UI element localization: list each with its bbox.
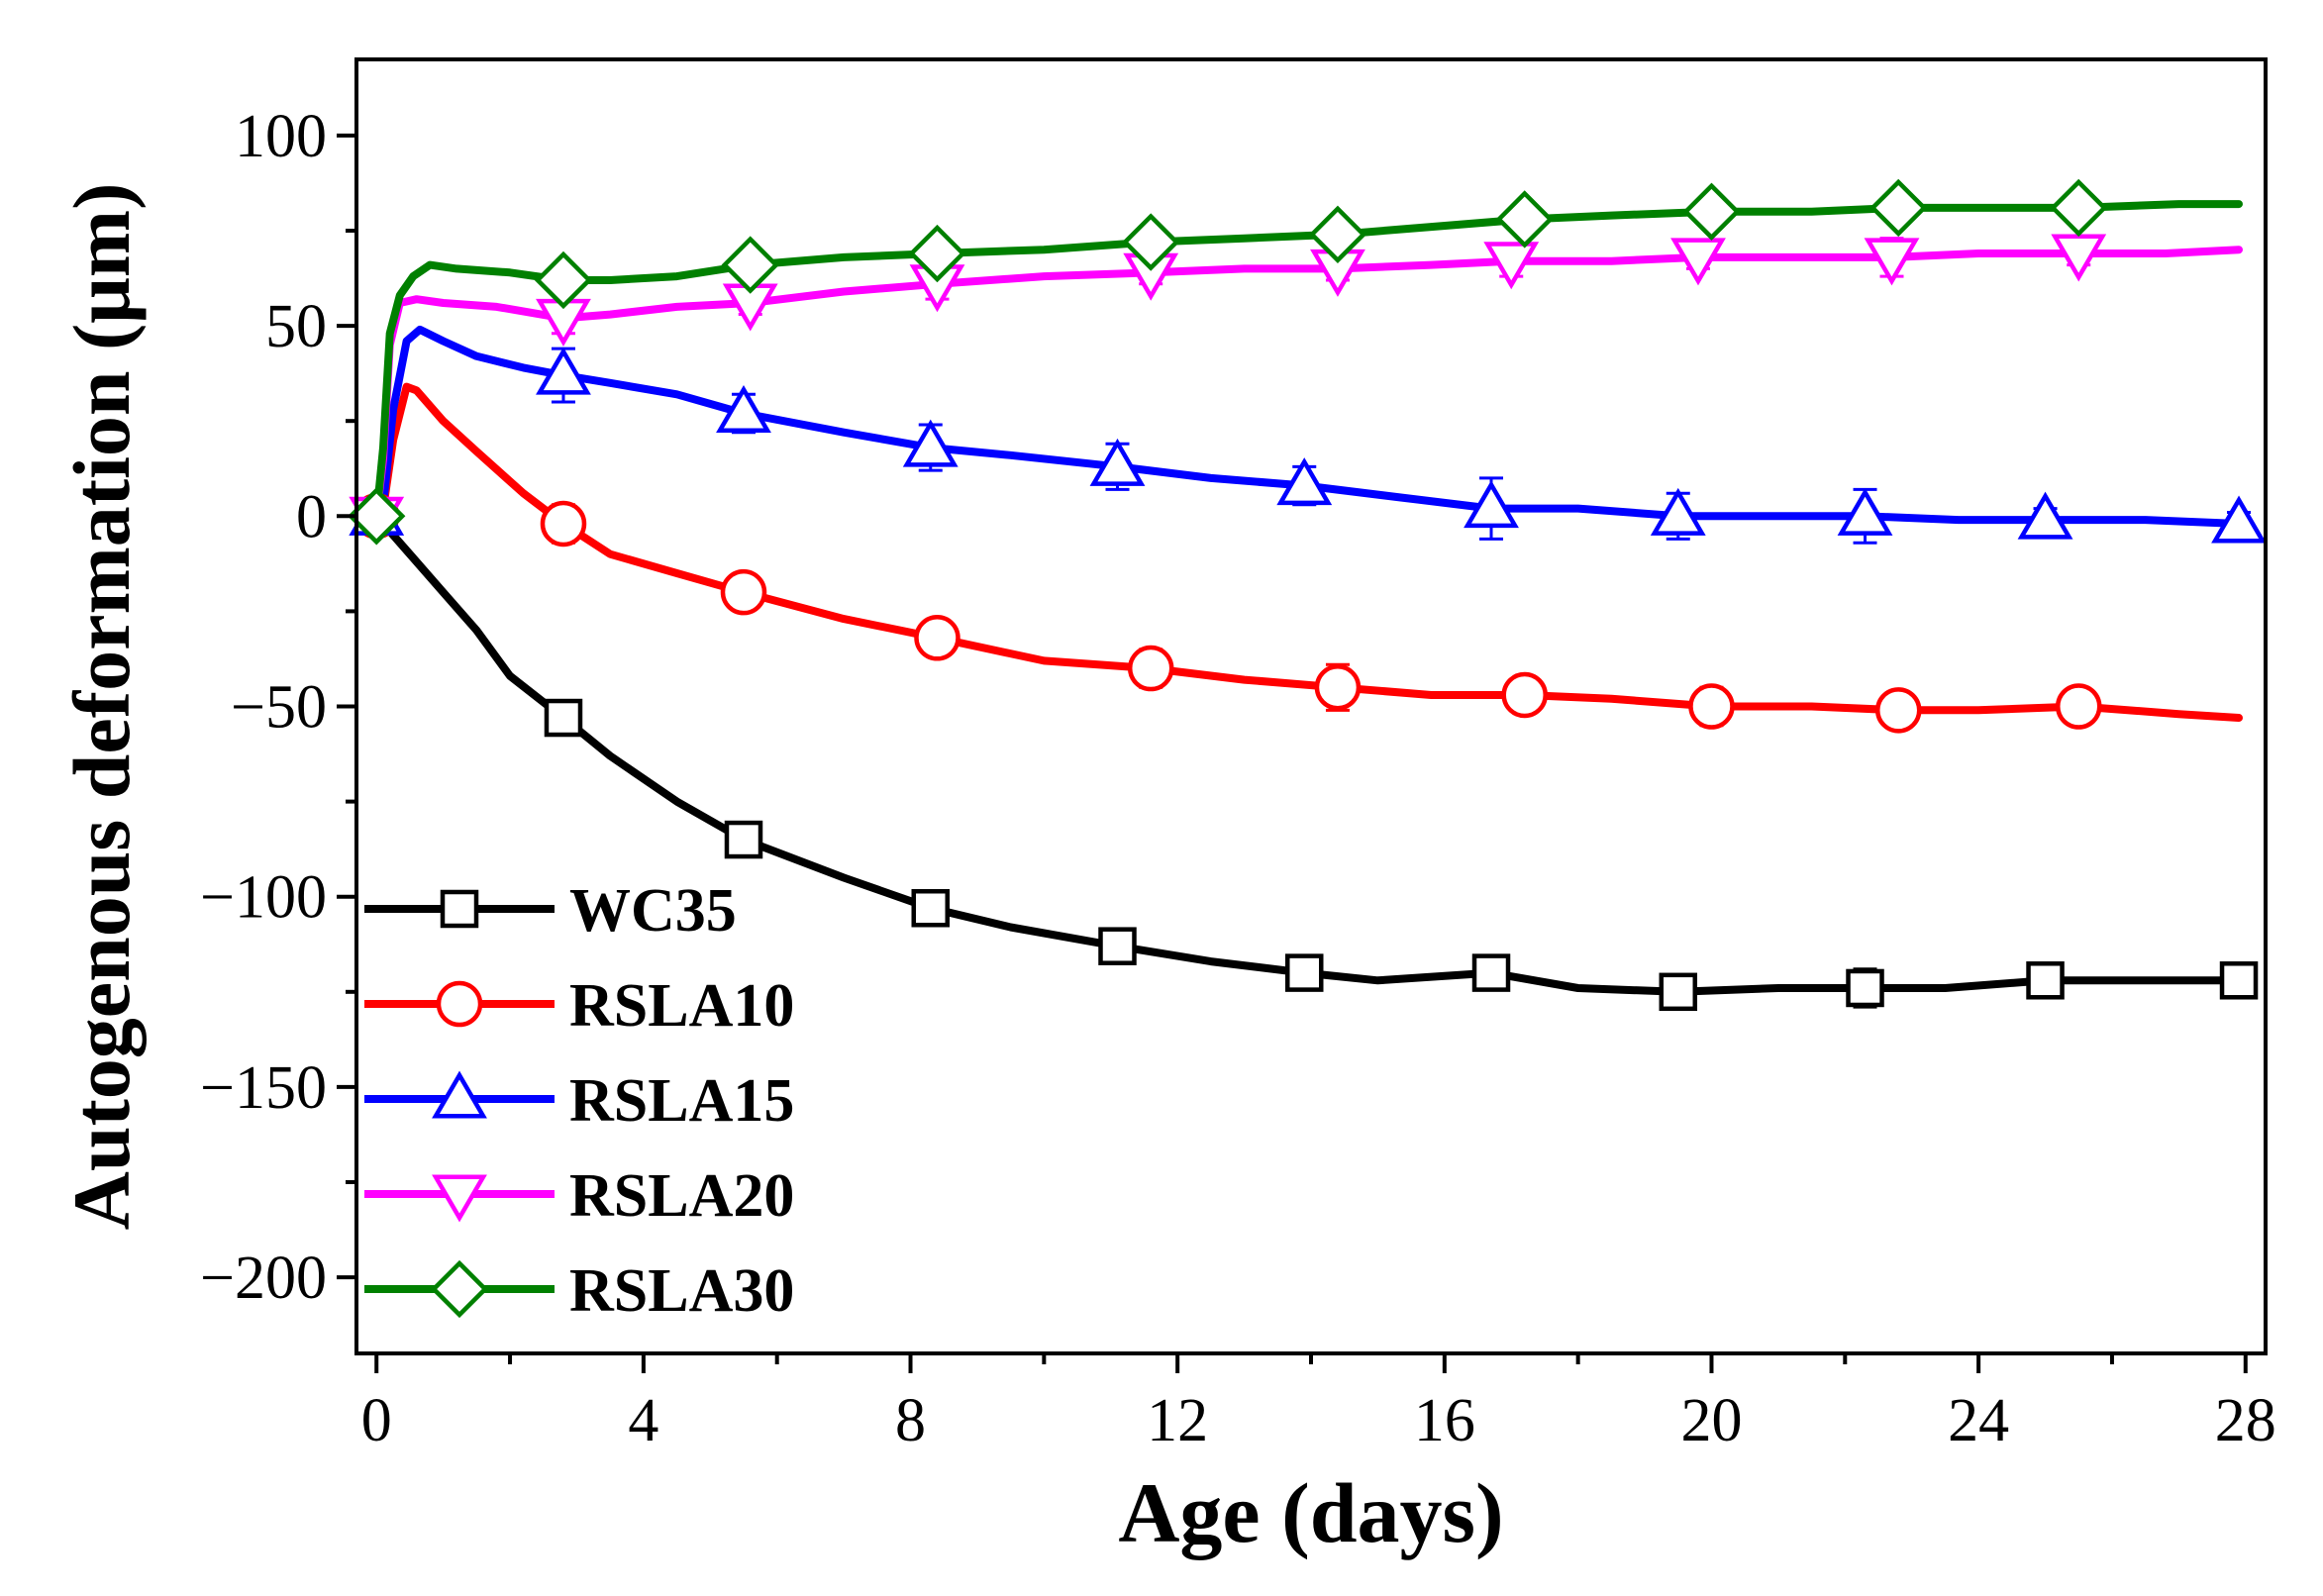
diamond-marker (1869, 178, 1928, 238)
y-tick-label: 50 (265, 293, 327, 360)
triangle-down-marker (1670, 238, 1726, 286)
legend-label: RSLA10 (569, 972, 794, 1040)
x-tick-label: 28 (2215, 1387, 2276, 1454)
circle-marker (1874, 687, 1922, 734)
diamond-marker (908, 224, 966, 283)
markers-rsla15 (349, 347, 2267, 545)
triangle-down-marker (432, 1174, 487, 1223)
circle-marker (914, 615, 960, 661)
square-marker (1471, 953, 1511, 992)
square-marker (1098, 927, 1137, 965)
series-line-rsla15 (372, 325, 2243, 528)
diamond-marker (1495, 190, 1554, 249)
triangle-down-marker (1864, 238, 1920, 286)
x-tick-label: 16 (1414, 1387, 1475, 1454)
square-marker (1846, 968, 1884, 1008)
series-line-rsla30 (372, 200, 2243, 521)
triangle-up-marker (902, 419, 959, 467)
square-marker (724, 820, 763, 859)
triangle-up-marker (716, 385, 771, 434)
square-marker (440, 889, 479, 929)
series-line-rsla20 (372, 246, 2243, 521)
triangle-up-marker (536, 347, 591, 395)
y-tick-label: −100 (200, 864, 327, 932)
circle-marker (2055, 683, 2102, 730)
y-axis-title: Autogenous deformation (μm) (56, 183, 147, 1231)
diamond-marker (534, 250, 593, 310)
diamond-marker (430, 1259, 489, 1319)
series-line-rsla10 (372, 382, 2243, 722)
x-axis-title: Age (days) (1118, 1465, 1503, 1560)
y-tick-label: −200 (200, 1245, 327, 1312)
triangle-down-marker (1483, 242, 1540, 290)
triangle-up-marker (1650, 487, 1706, 536)
triangle-up-marker (1837, 487, 1893, 536)
legend-item-rsla20: RSLA20 (364, 1162, 794, 1230)
legend-label: WC35 (569, 877, 737, 945)
x-tick-label: 4 (628, 1387, 658, 1454)
triangle-up-marker (1276, 457, 1333, 506)
legend-item-rsla15: RSLA15 (364, 1067, 794, 1135)
triangle-up-marker (2017, 491, 2073, 540)
x-tick-label: 24 (1948, 1387, 2009, 1454)
x-tick-label: 8 (895, 1387, 926, 1454)
series-markers (348, 178, 2267, 1012)
circle-marker (436, 980, 483, 1028)
legend-label: RSLA20 (569, 1162, 794, 1230)
square-marker (2219, 961, 2259, 1000)
y-tick-label: −50 (231, 674, 327, 742)
y-tick-label: 100 (235, 103, 327, 170)
diamond-marker (721, 236, 779, 294)
x-axis-ticks: 0 4 8 12 16 20 24 28 (361, 1353, 2276, 1454)
diamond-marker (348, 487, 406, 546)
diamond-marker (1308, 205, 1367, 264)
y-tick-label: −150 (200, 1054, 327, 1122)
square-marker (1285, 953, 1324, 992)
square-marker (2026, 961, 2065, 1000)
circle-marker (720, 568, 767, 616)
x-tick-label: 0 (361, 1387, 392, 1454)
y-axis-ticks: 100 50 0 −50 −100 −150 −200 (200, 103, 356, 1312)
series-curves (372, 200, 2243, 996)
x-tick-label: 20 (1680, 1387, 1742, 1454)
square-marker (911, 888, 950, 928)
diamond-marker (1682, 182, 1741, 241)
legend-item-wc35: WC35 (364, 877, 737, 945)
y-tick-label: 0 (296, 483, 327, 550)
triangle-up-marker (2211, 495, 2267, 544)
triangle-up-marker (432, 1070, 487, 1119)
square-marker (544, 698, 583, 738)
circle-marker (1314, 664, 1362, 711)
triangle-up-marker (1089, 438, 1146, 486)
square-marker (1659, 972, 1698, 1012)
legend-item-rsla30: RSLA30 (364, 1257, 794, 1325)
markers-rsla30 (348, 178, 2108, 546)
diamond-marker (2050, 178, 2108, 238)
markers-rsla10 (353, 493, 2102, 734)
circle-marker (540, 500, 587, 548)
diamond-marker (1122, 213, 1180, 271)
circle-marker (1127, 645, 1174, 692)
legend-label: RSLA15 (569, 1067, 794, 1135)
circle-marker (1688, 683, 1735, 730)
x-tick-label: 12 (1147, 1387, 1208, 1454)
legend: WC35 RSLA10 RSLA15 RSLA20 RSLA30 (364, 877, 794, 1325)
legend-label: RSLA30 (569, 1257, 794, 1325)
circle-marker (1501, 671, 1548, 719)
triangle-up-marker (1464, 480, 1519, 529)
legend-item-rsla10: RSLA10 (364, 972, 794, 1040)
